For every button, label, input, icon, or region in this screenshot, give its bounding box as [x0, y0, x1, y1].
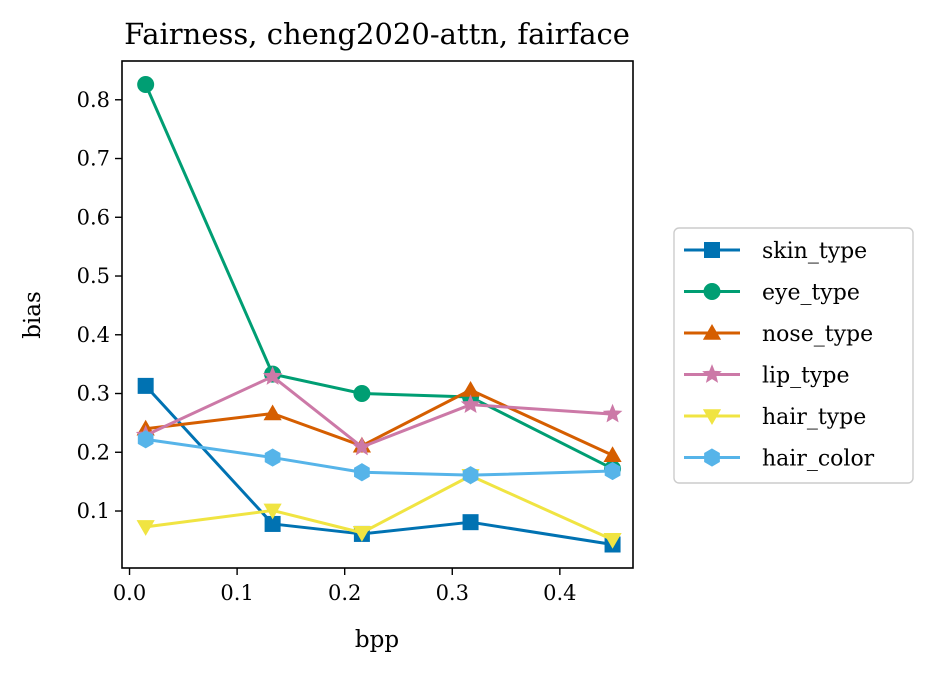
data-point	[602, 403, 623, 423]
y-tick-label: 0.4	[77, 323, 110, 347]
data-point	[462, 514, 479, 531]
data-point	[352, 526, 371, 542]
data-point	[264, 448, 281, 467]
data-point	[352, 436, 372, 456]
series-hair-type	[136, 469, 622, 549]
y-tick-label: 0.6	[77, 205, 110, 229]
x-tick-label: 0.4	[543, 581, 576, 605]
data-point	[460, 394, 481, 414]
x-tick-label: 0.2	[328, 581, 361, 605]
y-tick-label: 0.7	[77, 147, 110, 171]
data-point	[137, 377, 154, 394]
x-tick-label: 0.3	[436, 581, 469, 605]
legend-label: nose_type	[762, 322, 873, 347]
legend-frame	[673, 227, 914, 484]
x-tick-label: 0.0	[113, 581, 146, 605]
data-point	[604, 461, 621, 481]
y-tick-label: 0.5	[77, 264, 110, 288]
data-point	[354, 463, 370, 482]
data-point	[603, 446, 622, 462]
legend-item: nose_type	[684, 322, 873, 347]
data-point	[136, 520, 155, 536]
legend-marker	[704, 448, 720, 467]
series-lip-type	[135, 366, 623, 456]
legend-item: skin_type	[684, 239, 867, 264]
legend-label: eye_type	[762, 281, 860, 306]
y-tick-label: 0.8	[77, 88, 110, 112]
legend-item: eye_type	[684, 281, 860, 306]
y-tick-label: 0.3	[77, 382, 110, 406]
legend-marker	[702, 364, 722, 383]
legend-marker	[704, 242, 720, 258]
legend-item: hair_type	[684, 405, 866, 430]
series-line	[145, 474, 614, 542]
x-tick-label: 0.1	[220, 581, 253, 605]
x-axis-label: bpp	[355, 627, 399, 653]
series-hair-color	[137, 430, 621, 485]
x-axis: 0.0 0.1 0.2 0.3 0.4	[113, 568, 577, 605]
series-line	[144, 83, 614, 471]
data-point	[263, 503, 282, 520]
data-point	[603, 533, 622, 549]
series-layer	[135, 75, 623, 553]
legend: skin_type eye_type nose_type lip_type hair_t…	[673, 227, 914, 484]
data-point	[137, 430, 154, 449]
legend-label: hair_type	[762, 405, 866, 430]
legend-item: lip_type	[684, 364, 850, 389]
legend-marker	[703, 283, 721, 300]
y-tick-label: 0.2	[77, 440, 110, 464]
chart-title: Fairness, cheng2020-attn, fairface	[124, 17, 630, 51]
data-point	[263, 404, 282, 421]
data-point	[461, 380, 480, 397]
series-line	[145, 388, 614, 457]
legend-marker	[702, 324, 722, 340]
legend-label: skin_type	[762, 239, 867, 264]
data-point	[353, 385, 371, 403]
data-point	[137, 75, 155, 93]
series-line	[145, 437, 613, 477]
y-axis: 0.1 0.2 0.3 0.4 0.5 0.6 0.7 0.8	[77, 88, 122, 523]
data-point	[262, 366, 283, 385]
y-tick-label: 0.1	[77, 499, 110, 523]
legend-item: hair_color	[684, 447, 875, 472]
data-point	[462, 466, 479, 485]
plot-frame	[121, 60, 634, 569]
legend-label: hair_color	[762, 447, 875, 472]
legend-marker	[702, 409, 722, 425]
series-eye-type	[137, 75, 622, 478]
legend-label: lip_type	[762, 364, 850, 389]
y-axis-label: bias	[20, 291, 46, 339]
